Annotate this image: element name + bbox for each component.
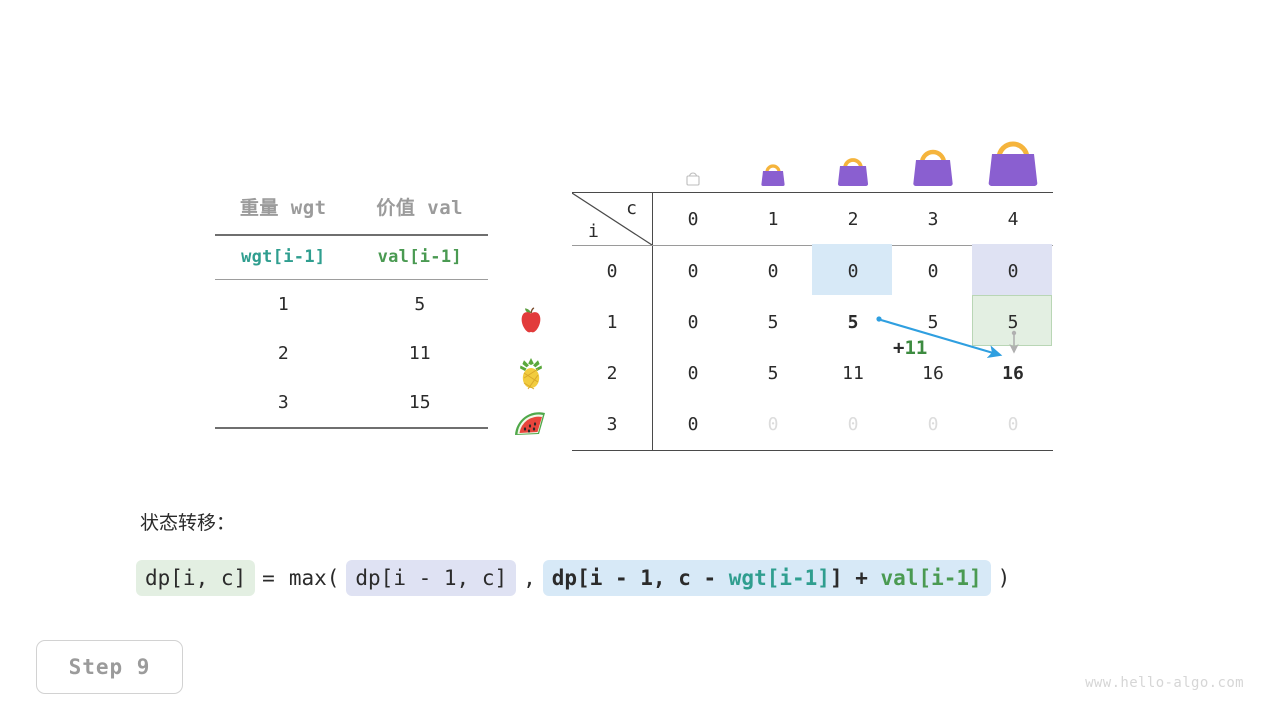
bag-icon [834, 152, 872, 190]
items-header-val: 价值 val [351, 193, 488, 236]
dp-row: 3 0 0 0 0 0 [572, 399, 1053, 451]
dp-header-row: c i 0 1 2 3 4 [572, 192, 1053, 246]
item-wgt-1: 1 [277, 294, 289, 315]
dp-col-header-3: 3 [893, 192, 973, 246]
formula-take-option: dp[i - 1, c - wgt[i-1]] + val[i-1] [542, 560, 991, 596]
dp-row-header-3: 3 [572, 399, 653, 451]
dp-row: 1 0 5 5 5 5 [572, 297, 1053, 348]
items-header-wgt: 重量 wgt [215, 193, 352, 236]
dp-cell-i3-c0: 0 [652, 399, 733, 451]
dp-table: c i 0 1 2 3 4 0 0 0 0 0 0 1 0 5 5 5 5 2 [572, 192, 1053, 451]
dp-row: 0 0 0 0 0 0 [572, 245, 1053, 297]
dp-cell-i1-c4: 5 [1007, 312, 1019, 333]
dp-cell-i0-c3: 0 [927, 261, 939, 282]
dp-col-header-4: 4 [973, 192, 1053, 246]
watermark: www.hello-algo.com [1085, 675, 1244, 691]
item-val-2: 11 [408, 343, 431, 364]
dp-cell-i3-c1: 0 [733, 399, 813, 451]
dp-axis-label-c: c [626, 198, 637, 219]
pineapple-icon [512, 347, 550, 398]
items-table-grid: 重量 wgt 价值 val wgt[i-1] val[i-1] 1 5 2 11… [215, 193, 488, 429]
items-row: 2 11 [215, 329, 488, 378]
items-subheader-row: wgt[i-1] val[i-1] [215, 235, 488, 280]
dp-cell-i3-c3: 0 [893, 399, 973, 451]
transition-formula: dp[i, c] = max( dp[i - 1, c] , dp[i - 1,… [136, 560, 1017, 596]
bag-capacity-icons [653, 120, 1053, 190]
dp-corner-cell: c i [572, 192, 653, 246]
dp-axis-label-i: i [588, 221, 599, 242]
dp-cell-i0-c0: 0 [687, 261, 699, 282]
dp-cell-i3-c2: 0 [813, 399, 893, 451]
dp-cell-i0-c1: 0 [767, 261, 779, 282]
dp-grid: c i 0 1 2 3 4 0 0 0 0 0 0 1 0 5 5 5 5 2 [572, 192, 1053, 451]
bag-icon [758, 160, 788, 190]
dp-col-header-2: 2 [813, 192, 893, 246]
item-wgt-2: 2 [277, 343, 289, 364]
step-badge: Step 9 [36, 640, 183, 694]
bag-icon [984, 132, 1042, 190]
bag-outline-icon [684, 170, 702, 190]
dp-cell-i1-c2: 5 [847, 312, 859, 333]
item-val-1: 5 [414, 294, 426, 315]
formula-take-prefix: dp[i - 1, c - [551, 566, 729, 590]
dp-cell-i2-c0: 0 [687, 363, 699, 384]
dp-cell-i2-c4: 16 [1002, 363, 1024, 384]
formula-comma: , [523, 566, 536, 590]
apple-icon [512, 296, 550, 347]
dp-cell-i2-c1: 5 [767, 363, 779, 384]
formula-close: ) [997, 566, 1011, 590]
dp-cell-i3-c4: 0 [973, 399, 1053, 451]
formula-take-wgt: wgt[i-1] [728, 566, 830, 590]
item-icons [512, 296, 550, 449]
bag-icon [909, 142, 957, 190]
watermelon-icon [512, 398, 550, 449]
dp-cell-i2-c3: 16 [922, 363, 944, 384]
items-table: 重量 wgt 价值 val wgt[i-1] val[i-1] 1 5 2 11… [215, 193, 488, 429]
dp-row-header-0: 0 [572, 245, 653, 297]
item-wgt-3: 3 [215, 378, 352, 429]
formula-equals: = [262, 566, 275, 590]
transition-label: 状态转移： [140, 512, 236, 534]
items-row: 3 15 [215, 378, 488, 429]
annotation-sign: + [893, 337, 905, 359]
diagonal-divider-icon [572, 193, 652, 245]
items-row: 1 5 [215, 280, 488, 330]
dp-col-header-0: 0 [652, 192, 733, 246]
formula-max-open: max( [288, 566, 340, 590]
items-subheader-val: val[i-1] [351, 235, 488, 280]
formula-take-mid: ] + [829, 566, 881, 590]
dp-row-header-1: 1 [572, 297, 653, 348]
dp-cell-i1-c1: 5 [767, 312, 779, 333]
dp-row: 2 0 5 11 16 16 [572, 348, 1053, 399]
formula-skip-option: dp[i - 1, c] [346, 560, 517, 596]
item-val-3: 15 [351, 378, 488, 429]
dp-cell-i0-c2: 0 [847, 261, 859, 282]
items-header-row: 重量 wgt 价值 val [215, 193, 488, 236]
items-subheader-wgt: wgt[i-1] [215, 235, 352, 280]
dp-cell-i0-c4: 0 [1007, 261, 1019, 282]
annotation-plus-value: +11 [893, 337, 927, 359]
dp-row-header-2: 2 [572, 348, 653, 399]
dp-cell-i1-c0: 0 [687, 312, 699, 333]
formula-target: dp[i, c] [136, 560, 256, 596]
formula-take-val: val[i-1] [880, 566, 982, 590]
annotation-number: 11 [904, 337, 928, 359]
dp-cell-i2-c2: 11 [842, 363, 864, 384]
dp-col-header-1: 1 [733, 192, 813, 246]
